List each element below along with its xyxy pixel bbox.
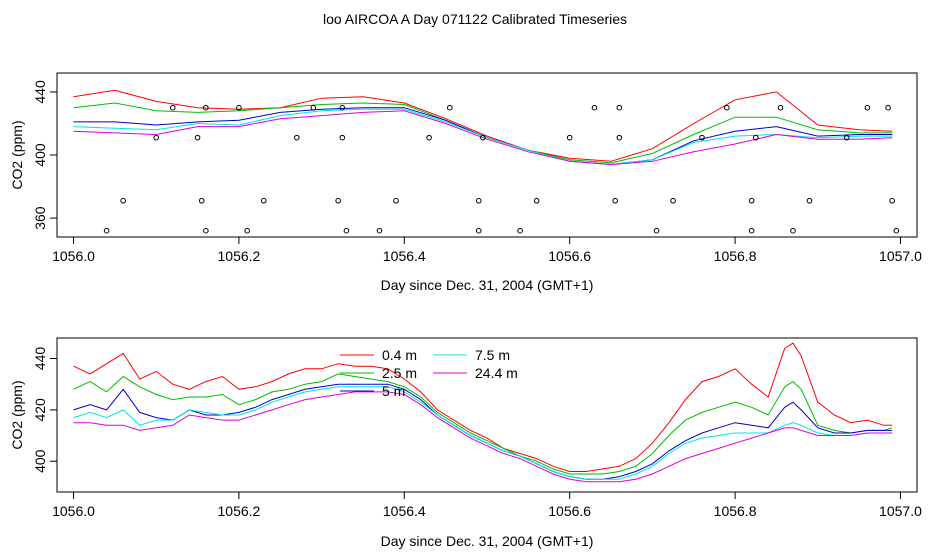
scatter-point (616, 104, 623, 111)
series-line-244m (73, 110, 893, 166)
scatter-point (864, 104, 871, 111)
y-tick-label: 440 (32, 80, 48, 104)
series-line-04m (73, 89, 893, 162)
scatter-point (446, 104, 453, 111)
plot-frame (56, 337, 918, 493)
scatter-point (843, 134, 850, 141)
panel-2: 1056.0 1056.2 1056.4 1056.6 1056.8 1057.0 400 4… (9, 337, 922, 549)
scatter-point (612, 197, 618, 204)
scatter-point (203, 227, 209, 234)
scatter-point (724, 104, 730, 111)
legend-label: 24.4 m (475, 365, 518, 381)
legend-label: 2.5 m (382, 365, 417, 381)
scatter-point (475, 227, 482, 234)
legend-label: 7.5 m (475, 347, 510, 363)
y-tick-label: 440 (32, 347, 48, 371)
scatter-point (616, 134, 623, 141)
scatter-point (103, 227, 110, 234)
panel-1: 1056.0 1056.2 1056.4 1056.6 1056.8 1057.0 360 4… (9, 72, 922, 293)
series-line-5m (73, 383, 893, 480)
series-line-75m (73, 386, 893, 480)
scatter-point (517, 227, 523, 234)
legend-label: 0.4 m (382, 347, 417, 363)
scatter-point (591, 104, 598, 111)
scatter-point (533, 197, 540, 204)
series-line-25m (73, 373, 893, 475)
scatter-point (339, 104, 346, 111)
scatter-point (752, 134, 759, 141)
x-tick-label: 1056.0 (52, 503, 95, 519)
scatter-point (426, 134, 432, 141)
x-tick-label: 1056.6 (548, 503, 591, 519)
x-tick-label: 1056.8 (714, 248, 757, 264)
scatter-point (339, 134, 346, 141)
y-tick-label: 360 (32, 206, 48, 230)
scatter-point (790, 227, 796, 234)
x-tick-label: 1056.4 (383, 248, 426, 264)
x-axis-label: Day since Dec. 31, 2004 (GMT+1) (381, 277, 594, 293)
y-tick-label: 400 (32, 449, 48, 473)
scatter-point (203, 104, 209, 111)
x-tick-label: 1056.4 (383, 503, 426, 519)
scatter-point (885, 104, 891, 111)
scatter-point (335, 197, 341, 204)
y-tick-label: 400 (32, 143, 48, 167)
scatter-point (670, 197, 676, 204)
series-line-244m (73, 391, 893, 483)
scatter-point (198, 197, 205, 204)
series-line-04m (73, 342, 893, 472)
scatter-point (120, 197, 126, 204)
x-tick-label: 1056.6 (548, 248, 591, 264)
scatter-point (343, 227, 350, 234)
chart-title: loo AIRCOA A Day 071122 Calibrated Times… (322, 11, 627, 27)
x-axis-label: Day since Dec. 31, 2004 (GMT+1) (381, 533, 594, 549)
scatter-point (566, 134, 573, 141)
y-axis-label: CO2 (ppm) (9, 120, 25, 189)
y-tick-label: 420 (32, 398, 48, 422)
scatter-point (393, 197, 399, 204)
scatter-point (806, 197, 813, 204)
scatter-point (376, 227, 383, 234)
scatter-point (748, 227, 755, 234)
scatter-point (748, 197, 755, 204)
scatter-point (294, 134, 300, 141)
scatter-point (889, 197, 895, 204)
scatter-point (194, 134, 201, 141)
scatter-point (653, 227, 660, 234)
x-tick-label: 1056.2 (218, 248, 261, 264)
y-axis-label: CO2 (ppm) (9, 380, 25, 449)
series-line-25m (73, 102, 893, 164)
x-tick-label: 1057.0 (879, 503, 922, 519)
scatter-point (480, 134, 486, 141)
scatter-point (260, 197, 267, 204)
scatter-point (777, 104, 784, 111)
series-line-75m (73, 108, 893, 166)
scatter-point (310, 104, 317, 111)
scatter-point (244, 227, 250, 234)
scatter-point (893, 227, 900, 234)
x-tick-label: 1056.8 (714, 503, 757, 519)
scatter-point (475, 197, 482, 204)
scatter-point (153, 134, 160, 141)
plot-frame (56, 72, 918, 238)
x-tick-label: 1056.0 (52, 248, 95, 264)
scatter-point (236, 104, 242, 111)
x-tick-label: 1056.2 (218, 503, 261, 519)
scatter-point (169, 104, 176, 111)
scatter-point (699, 134, 705, 141)
legend-label: 5 m (382, 383, 405, 399)
x-tick-label: 1057.0 (879, 248, 922, 264)
